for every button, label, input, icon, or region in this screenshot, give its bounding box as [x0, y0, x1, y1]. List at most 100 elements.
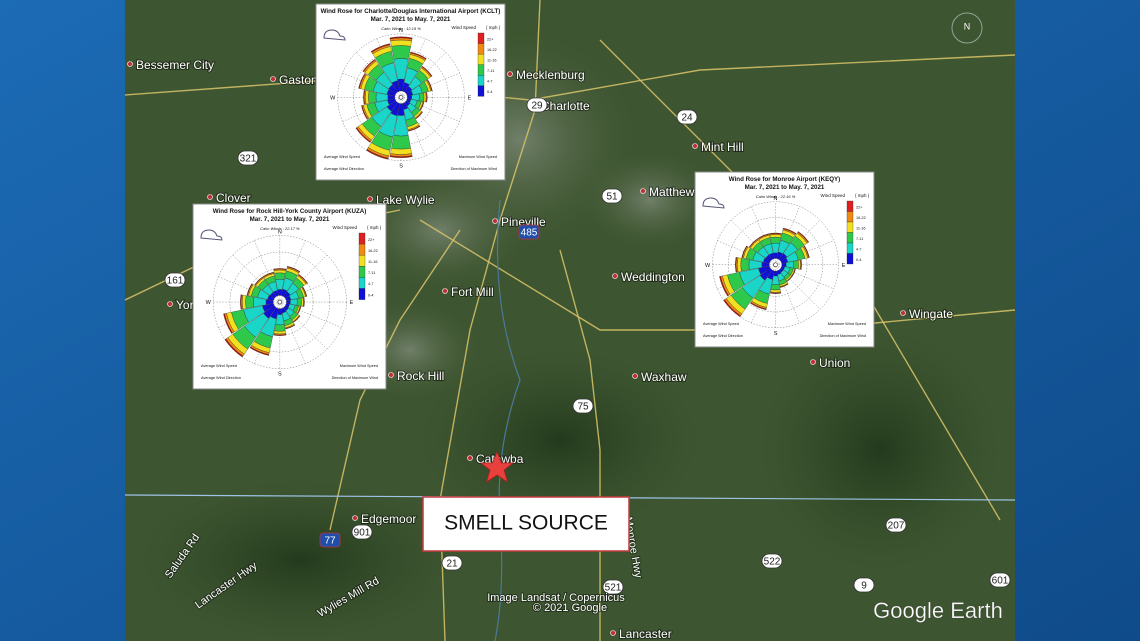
route-label: 901	[354, 528, 371, 539]
route-label: 24	[681, 113, 693, 124]
rose-petal	[273, 269, 286, 274]
rose-petal	[737, 257, 742, 273]
route-shield	[885, 517, 907, 533]
legend-label: 11-16	[487, 59, 496, 63]
rose-center	[277, 299, 283, 305]
legend-label: 0-4	[487, 90, 493, 94]
legend-swatch	[846, 200, 854, 212]
direction-label: W	[330, 95, 336, 101]
rose-petal	[782, 227, 797, 235]
rose-petal	[410, 51, 427, 60]
rose-petal	[240, 294, 242, 310]
inset-title: Wind Rose for Monroe Airport (KEQY)	[729, 176, 840, 183]
rose-petal	[390, 39, 412, 47]
direction-label: S	[278, 372, 282, 378]
rose-petal	[750, 302, 767, 310]
rose-petal	[366, 149, 389, 160]
place-label: Wingate	[909, 307, 953, 321]
calm-winds: Calm Winds : 12.19 %	[381, 26, 421, 31]
place-label: Fort Mill	[451, 285, 494, 299]
wind-rose-insets: Wind Rose for Charlotte/Douglas Internat…	[192, 3, 875, 390]
rose-petal	[273, 268, 287, 270]
place-dot	[352, 515, 358, 521]
rose-petal	[415, 111, 423, 120]
place-label: Bessemer City	[136, 58, 214, 72]
legend-label: 16-22	[856, 216, 866, 220]
rose-petal	[719, 276, 729, 297]
rose-petal	[245, 295, 255, 309]
route-shield	[526, 97, 548, 113]
legend-swatch	[846, 221, 854, 233]
place-label: Charlotte	[541, 99, 590, 113]
rose-petal	[293, 315, 301, 323]
legend-label: 22+	[368, 238, 375, 242]
place-dot	[367, 196, 373, 202]
route-label: 521	[605, 583, 622, 594]
rose-petal	[741, 245, 748, 258]
place-label: Union	[819, 356, 850, 370]
place-dot	[610, 630, 616, 636]
route-label: 207	[888, 521, 905, 532]
rose-petal	[800, 259, 802, 270]
legend-swatch	[358, 255, 366, 267]
rose-petal	[770, 292, 782, 294]
route-shield	[761, 553, 783, 569]
legend-label: 16-22	[368, 249, 378, 253]
place-label: Lake Wylie	[376, 193, 435, 207]
place-dot	[900, 310, 906, 316]
rose-petal	[391, 45, 411, 60]
rose-petal	[254, 276, 264, 286]
rose-petal	[407, 125, 421, 132]
direction-label: E	[468, 95, 472, 101]
logo	[200, 229, 223, 241]
rose-petal	[757, 233, 770, 239]
legend-label: 22+	[487, 37, 494, 41]
legend-swatch	[477, 53, 485, 65]
place-label: Edgemoor	[361, 512, 416, 526]
place-label: Waxhaw	[641, 370, 687, 384]
legend-swatch	[477, 64, 485, 76]
rose-petal	[390, 148, 412, 155]
compass-label: N	[964, 21, 971, 31]
legend-label: 7-11	[856, 237, 863, 241]
legend-label: 4-7	[856, 247, 862, 251]
legend-label: 7-11	[368, 271, 375, 275]
legend-swatch	[358, 243, 366, 256]
rose-petal	[418, 92, 425, 102]
rose-petal	[355, 127, 371, 143]
rose-petal	[262, 271, 274, 278]
rose-ring	[229, 251, 331, 353]
place-dot	[692, 143, 698, 149]
legend-title: Wind Speed	[332, 225, 357, 230]
rose-petal	[797, 231, 810, 243]
rose-petal	[427, 79, 433, 92]
logo	[323, 29, 346, 41]
legend-swatch	[477, 32, 485, 44]
rose-petal	[242, 294, 247, 310]
place-label: Mecklenburg	[516, 68, 585, 82]
rose-petal	[246, 283, 253, 296]
direction-label: S	[399, 164, 403, 170]
place-label: Rock Hill	[397, 369, 444, 383]
rose-petal	[723, 299, 741, 317]
direction-label: W	[206, 300, 212, 306]
legend-title: Wind Speed	[820, 193, 845, 198]
place-dot	[492, 218, 498, 224]
stat-label: Average Wind Direction	[324, 167, 364, 171]
rose-petal	[389, 155, 413, 158]
place-dot	[388, 372, 394, 378]
legend-label: 11-16	[368, 260, 377, 264]
rose-petal	[363, 90, 365, 105]
callout-box	[422, 496, 630, 552]
stat-label: Direction of Maximum Wind	[451, 167, 497, 171]
stat-label: Maximum Wind Speed	[459, 155, 497, 159]
star-marker	[479, 450, 515, 483]
compass-ring	[951, 12, 983, 44]
legend-swatch	[358, 288, 366, 300]
place-label: Mint Hill	[701, 140, 744, 154]
route-label: 9	[861, 581, 867, 592]
rose-ring	[712, 201, 839, 328]
route-shield	[602, 579, 624, 595]
rose-petal	[770, 289, 781, 293]
